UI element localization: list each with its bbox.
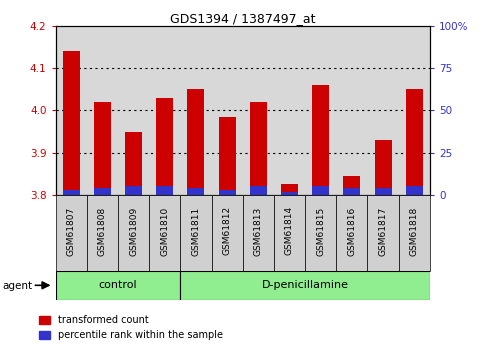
Bar bbox=[125, 186, 142, 195]
Text: GSM61813: GSM61813 bbox=[254, 206, 263, 256]
Bar bbox=[250, 102, 267, 195]
Text: GSM61812: GSM61812 bbox=[223, 206, 232, 255]
Legend: transformed count, percentile rank within the sample: transformed count, percentile rank withi… bbox=[39, 315, 223, 340]
Text: GSM61814: GSM61814 bbox=[285, 206, 294, 255]
Bar bbox=[398, 195, 430, 271]
Bar bbox=[312, 186, 329, 195]
Bar bbox=[305, 195, 336, 271]
Bar bbox=[242, 195, 274, 271]
Bar bbox=[406, 89, 423, 195]
Bar bbox=[218, 117, 236, 195]
Text: GSM61809: GSM61809 bbox=[129, 206, 138, 256]
Bar bbox=[281, 184, 298, 195]
Text: GSM61815: GSM61815 bbox=[316, 206, 325, 256]
Bar bbox=[94, 188, 111, 195]
Text: GSM61808: GSM61808 bbox=[98, 206, 107, 256]
Bar bbox=[180, 271, 430, 300]
Bar bbox=[368, 195, 398, 271]
Bar bbox=[56, 271, 180, 300]
Bar bbox=[94, 102, 111, 195]
Text: GSM61810: GSM61810 bbox=[160, 206, 169, 256]
Bar bbox=[343, 176, 360, 195]
Bar bbox=[118, 195, 149, 271]
Bar bbox=[336, 195, 368, 271]
Bar bbox=[187, 89, 204, 195]
Text: D-penicillamine: D-penicillamine bbox=[262, 280, 349, 290]
Text: GSM61818: GSM61818 bbox=[410, 206, 419, 256]
Bar bbox=[218, 190, 236, 195]
Bar bbox=[250, 186, 267, 195]
Bar bbox=[274, 195, 305, 271]
Text: GSM61807: GSM61807 bbox=[67, 206, 76, 256]
Text: GSM61816: GSM61816 bbox=[347, 206, 356, 256]
Bar bbox=[56, 195, 87, 271]
Text: GSM61811: GSM61811 bbox=[191, 206, 200, 256]
Bar bbox=[406, 186, 423, 195]
Bar bbox=[156, 186, 173, 195]
Bar bbox=[343, 188, 360, 195]
Bar bbox=[63, 51, 80, 195]
Bar bbox=[149, 195, 180, 271]
Bar bbox=[281, 191, 298, 195]
Bar bbox=[212, 195, 242, 271]
Bar bbox=[87, 195, 118, 271]
Bar bbox=[374, 188, 392, 195]
Text: control: control bbox=[99, 280, 137, 290]
Text: agent: agent bbox=[2, 281, 32, 290]
Title: GDS1394 / 1387497_at: GDS1394 / 1387497_at bbox=[170, 12, 315, 25]
Bar bbox=[312, 85, 329, 195]
Bar bbox=[180, 195, 212, 271]
Bar bbox=[125, 131, 142, 195]
Bar bbox=[156, 98, 173, 195]
Bar bbox=[187, 188, 204, 195]
Bar bbox=[63, 190, 80, 195]
Text: GSM61817: GSM61817 bbox=[379, 206, 387, 256]
Bar bbox=[374, 140, 392, 195]
